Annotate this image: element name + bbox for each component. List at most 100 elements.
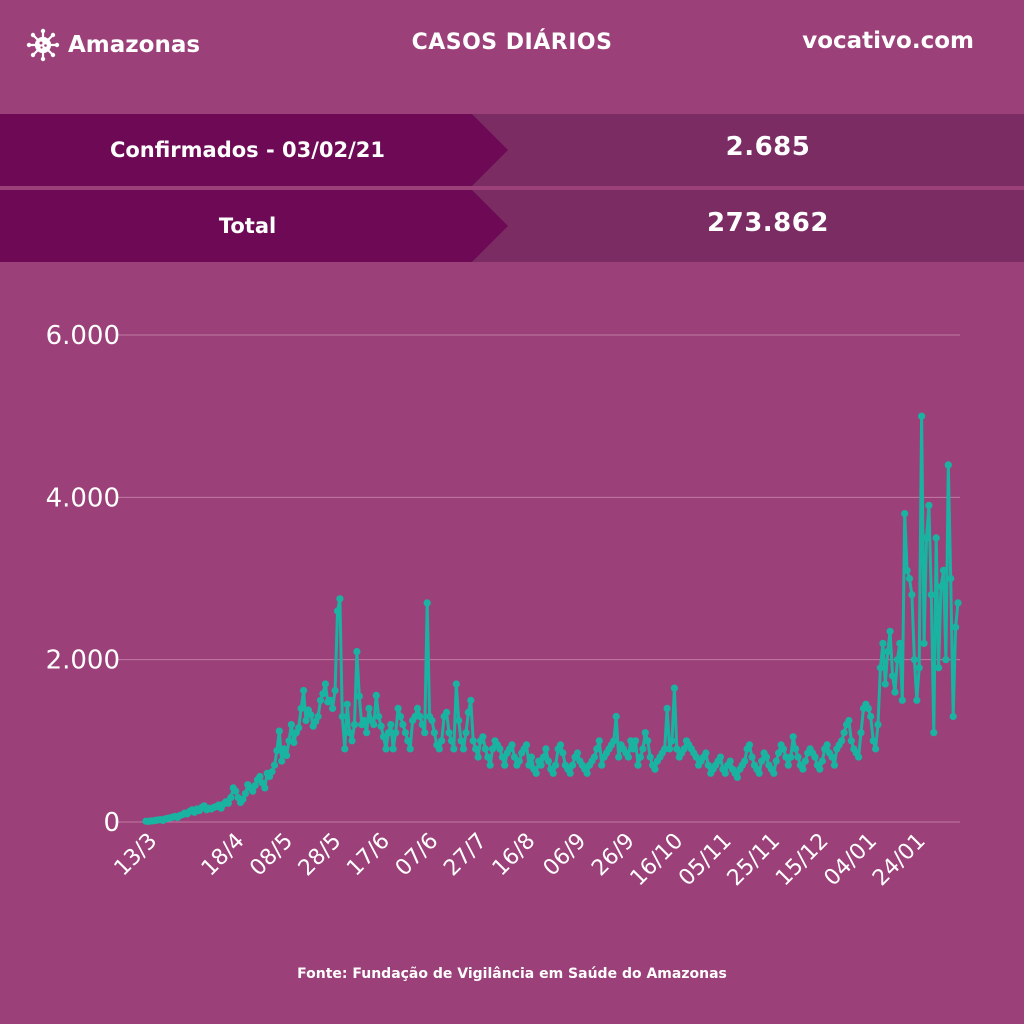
data-point	[840, 729, 848, 737]
data-point	[270, 761, 279, 769]
data-point	[855, 753, 863, 761]
data-point	[598, 761, 606, 769]
data-point	[268, 768, 276, 776]
data-point	[935, 664, 943, 672]
data-point	[789, 733, 797, 741]
data-point	[498, 753, 506, 761]
data-point	[459, 745, 468, 753]
brand-name: Amazonas	[68, 32, 201, 58]
data-point	[644, 737, 652, 745]
total-row: 273.862 Total	[0, 190, 1024, 262]
data-point	[910, 656, 919, 664]
data-point	[651, 765, 659, 773]
data-point	[450, 745, 458, 753]
data-point	[375, 712, 383, 721]
data-point	[799, 765, 807, 773]
data-point	[489, 745, 497, 753]
data-point	[336, 595, 344, 603]
data-point	[379, 733, 388, 741]
data-point	[721, 769, 729, 777]
data-point	[280, 745, 288, 753]
data-point	[857, 729, 865, 737]
x-tick-label: 08/5	[245, 829, 298, 882]
data-point	[770, 769, 778, 777]
data-point	[329, 704, 337, 712]
data-point	[930, 729, 938, 737]
data-point	[384, 729, 392, 737]
data-point	[370, 721, 378, 729]
data-point	[273, 747, 281, 755]
data-point	[811, 753, 819, 761]
data-point	[913, 696, 921, 704]
data-point	[881, 680, 889, 688]
data-point	[283, 751, 291, 759]
x-tick-label: 06/9	[539, 829, 592, 882]
data-point	[787, 753, 795, 761]
data-point	[348, 737, 356, 745]
data-point	[464, 708, 472, 716]
data-point	[423, 599, 431, 607]
data-point	[462, 729, 470, 737]
total-value-band: 273.862	[472, 190, 1024, 262]
x-tick-label: 28/5	[294, 829, 347, 882]
x-tick-label: 16/8	[488, 829, 541, 882]
x-tick-label: 24/01	[868, 829, 931, 892]
data-point	[443, 708, 451, 716]
data-point	[779, 745, 788, 753]
data-point	[355, 692, 363, 700]
data-point	[302, 716, 310, 725]
data-point	[321, 680, 329, 688]
data-point	[387, 721, 395, 729]
data-point	[818, 757, 826, 765]
data-point	[389, 745, 397, 753]
data-point	[755, 769, 763, 777]
data-point	[290, 738, 298, 747]
data-point	[918, 412, 926, 420]
data-point	[748, 753, 756, 761]
data-point	[830, 761, 839, 769]
data-point	[455, 716, 463, 725]
data-point	[823, 741, 831, 749]
data-point	[331, 686, 339, 695]
data-point	[583, 769, 591, 777]
data-point	[828, 753, 836, 761]
series-line	[145, 414, 960, 823]
data-point	[338, 712, 346, 721]
label-arrow-shape	[0, 114, 508, 186]
label-arrow-shape	[0, 190, 508, 262]
data-point	[549, 769, 557, 777]
data-point	[399, 721, 407, 729]
data-point	[360, 716, 368, 725]
data-point	[278, 757, 286, 765]
y-tick-label: 4.000	[46, 483, 120, 513]
data-point	[319, 690, 327, 698]
data-point	[794, 753, 802, 761]
data-point	[496, 745, 504, 753]
data-point	[316, 696, 325, 704]
data-point	[569, 761, 577, 769]
data-point	[556, 741, 565, 749]
x-tick-label: 04/01	[820, 829, 883, 892]
data-point	[295, 724, 303, 732]
data-point	[726, 757, 734, 765]
data-point	[341, 745, 349, 753]
data-point	[954, 599, 962, 607]
data-point	[901, 510, 909, 518]
data-point	[716, 753, 725, 761]
data-point	[937, 583, 945, 591]
data-point	[680, 745, 688, 753]
data-point	[593, 745, 601, 753]
data-point	[232, 787, 240, 795]
data-point	[636, 753, 645, 761]
data-point	[886, 627, 894, 635]
data-point	[559, 749, 567, 757]
total-label-band: Total	[0, 190, 510, 262]
data-point	[610, 737, 618, 745]
data-point	[428, 716, 436, 725]
data-point	[634, 761, 642, 769]
data-point	[413, 704, 422, 712]
data-point	[629, 745, 637, 753]
data-point	[447, 737, 455, 745]
data-point	[639, 745, 647, 753]
data-point	[949, 712, 957, 721]
